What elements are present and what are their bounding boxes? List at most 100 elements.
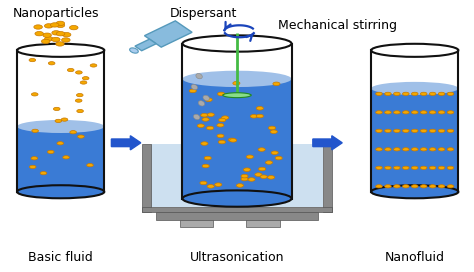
Ellipse shape [48, 62, 55, 65]
FancyArrow shape [313, 136, 342, 150]
Text: Basic fluid: Basic fluid [28, 251, 93, 264]
Ellipse shape [438, 129, 445, 132]
Ellipse shape [420, 148, 427, 151]
Ellipse shape [411, 148, 418, 151]
Ellipse shape [191, 84, 198, 90]
Ellipse shape [384, 166, 391, 169]
Ellipse shape [275, 156, 282, 160]
Ellipse shape [217, 134, 224, 138]
Ellipse shape [411, 166, 418, 169]
Ellipse shape [70, 131, 76, 134]
Ellipse shape [402, 148, 409, 151]
Polygon shape [180, 220, 213, 227]
Ellipse shape [429, 148, 436, 151]
Ellipse shape [447, 148, 454, 151]
Ellipse shape [438, 92, 445, 95]
Ellipse shape [17, 120, 104, 133]
Ellipse shape [371, 82, 458, 95]
Ellipse shape [393, 148, 400, 151]
Ellipse shape [47, 150, 54, 154]
Ellipse shape [90, 64, 97, 67]
Ellipse shape [376, 111, 383, 114]
Ellipse shape [411, 111, 418, 114]
Ellipse shape [402, 111, 409, 114]
Ellipse shape [420, 166, 427, 169]
Text: Nanoparticles: Nanoparticles [12, 7, 99, 20]
Ellipse shape [182, 71, 292, 87]
Ellipse shape [45, 37, 53, 41]
Ellipse shape [271, 151, 278, 154]
Ellipse shape [250, 115, 257, 118]
Ellipse shape [35, 32, 44, 36]
Ellipse shape [411, 185, 418, 188]
Ellipse shape [420, 92, 427, 95]
Ellipse shape [45, 24, 53, 28]
Ellipse shape [447, 166, 454, 169]
Ellipse shape [75, 99, 82, 102]
Ellipse shape [371, 44, 458, 57]
Ellipse shape [243, 168, 250, 171]
Ellipse shape [429, 129, 436, 132]
Polygon shape [142, 207, 332, 212]
Ellipse shape [129, 48, 138, 53]
Ellipse shape [411, 92, 418, 95]
Ellipse shape [197, 124, 204, 128]
Text: Dispersant: Dispersant [170, 7, 237, 20]
Ellipse shape [78, 135, 84, 138]
Ellipse shape [384, 111, 391, 114]
Ellipse shape [34, 25, 42, 29]
Ellipse shape [420, 111, 427, 114]
Ellipse shape [438, 111, 445, 114]
Ellipse shape [429, 92, 436, 95]
Ellipse shape [241, 177, 248, 181]
Ellipse shape [217, 123, 224, 127]
Ellipse shape [17, 44, 104, 57]
Ellipse shape [56, 32, 65, 36]
Ellipse shape [255, 173, 262, 176]
Ellipse shape [393, 166, 400, 169]
Polygon shape [323, 144, 332, 212]
Ellipse shape [260, 175, 267, 178]
Ellipse shape [50, 23, 59, 27]
Ellipse shape [80, 81, 87, 84]
Ellipse shape [258, 148, 265, 151]
Ellipse shape [75, 71, 82, 74]
Ellipse shape [40, 172, 47, 175]
Polygon shape [182, 44, 292, 199]
Ellipse shape [273, 82, 280, 86]
Ellipse shape [32, 129, 38, 132]
Ellipse shape [402, 92, 409, 95]
Ellipse shape [62, 38, 70, 42]
Ellipse shape [82, 77, 89, 80]
Ellipse shape [218, 92, 225, 96]
Polygon shape [182, 79, 292, 199]
Ellipse shape [193, 114, 200, 120]
Ellipse shape [87, 163, 93, 167]
Ellipse shape [221, 116, 228, 119]
Ellipse shape [56, 21, 64, 26]
Ellipse shape [202, 118, 209, 121]
Ellipse shape [77, 109, 83, 113]
Ellipse shape [201, 142, 208, 145]
Ellipse shape [256, 114, 264, 118]
Polygon shape [246, 220, 280, 227]
Ellipse shape [29, 58, 36, 62]
Ellipse shape [52, 37, 60, 42]
Ellipse shape [270, 130, 277, 134]
Text: Mechanical stirring: Mechanical stirring [278, 19, 397, 32]
Ellipse shape [393, 185, 400, 188]
Polygon shape [151, 144, 323, 207]
Ellipse shape [411, 129, 418, 132]
Ellipse shape [43, 33, 51, 37]
Ellipse shape [182, 35, 292, 52]
Ellipse shape [31, 157, 37, 160]
Ellipse shape [56, 23, 65, 27]
Ellipse shape [63, 33, 71, 37]
Ellipse shape [376, 166, 383, 169]
Ellipse shape [402, 129, 409, 132]
Ellipse shape [57, 142, 64, 145]
Ellipse shape [76, 94, 83, 97]
Ellipse shape [384, 185, 391, 188]
Ellipse shape [189, 89, 196, 93]
Ellipse shape [67, 69, 74, 72]
